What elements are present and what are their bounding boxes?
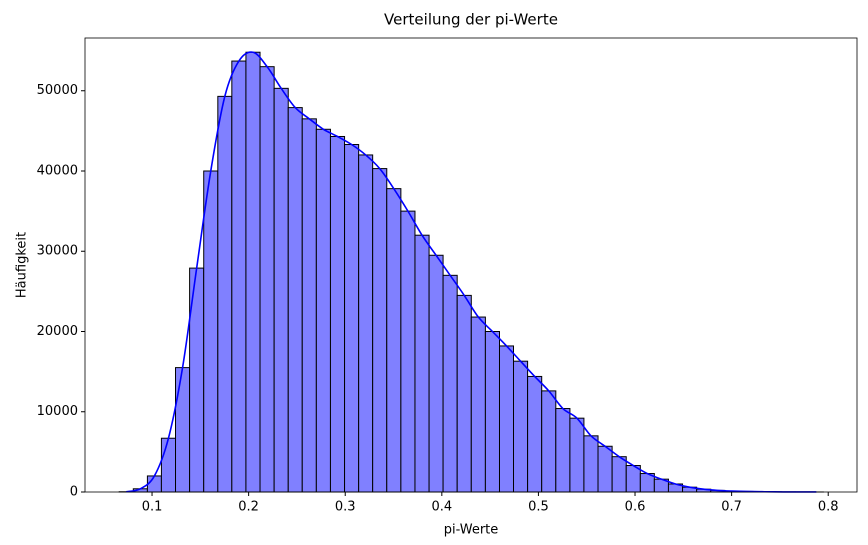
x-tick-label: 0.2 xyxy=(238,500,259,515)
x-tick-label: 0.3 xyxy=(335,500,356,515)
bar xyxy=(414,234,430,493)
y-tick-label: 20000 xyxy=(37,324,78,339)
y-tick-label: 50000 xyxy=(37,83,78,98)
bar xyxy=(498,345,515,493)
y-tick-label: 0 xyxy=(70,485,78,500)
bar xyxy=(245,51,261,493)
x-tick-label: 0.1 xyxy=(142,500,163,515)
bar xyxy=(513,360,529,493)
bar xyxy=(527,375,543,493)
bar xyxy=(442,274,458,493)
bar xyxy=(344,144,360,493)
y-tick-label: 40000 xyxy=(37,163,78,178)
bar xyxy=(569,417,585,493)
bar xyxy=(470,316,486,493)
x-tick-label: 0.7 xyxy=(721,500,742,515)
x-tick-label: 0.4 xyxy=(431,500,452,515)
bar xyxy=(400,210,416,493)
bar xyxy=(146,475,162,493)
y-tick-label: 10000 xyxy=(37,404,78,419)
bar xyxy=(372,168,388,493)
bar xyxy=(358,154,374,493)
bar xyxy=(386,188,402,493)
bar xyxy=(597,445,613,493)
bar xyxy=(555,408,571,493)
bar xyxy=(259,66,275,493)
bar xyxy=(217,95,233,493)
bar xyxy=(231,60,247,493)
bar xyxy=(541,390,557,493)
x-tick-label: 0.5 xyxy=(528,500,549,515)
bar xyxy=(456,294,472,493)
plot-frame xyxy=(84,37,858,493)
bar xyxy=(203,170,219,493)
bar xyxy=(301,118,317,493)
x-axis-label: pi-Werte xyxy=(444,523,499,538)
bar xyxy=(428,254,444,493)
bar xyxy=(175,367,191,493)
x-tick-label: 0.8 xyxy=(818,500,839,515)
bar xyxy=(625,465,641,493)
bar xyxy=(583,435,599,493)
bar xyxy=(160,437,177,493)
bar xyxy=(329,135,346,493)
x-tick-label: 0.6 xyxy=(625,500,646,515)
y-tick-label: 30000 xyxy=(37,244,78,259)
bar xyxy=(315,128,331,493)
kde-line xyxy=(126,51,817,493)
chart-title: Verteilung der pi-Werte xyxy=(384,11,558,29)
bar xyxy=(484,330,500,493)
y-axis-label: Häufigkeit xyxy=(15,232,30,298)
bar xyxy=(611,456,627,493)
bar xyxy=(273,87,289,493)
bar xyxy=(287,107,303,493)
